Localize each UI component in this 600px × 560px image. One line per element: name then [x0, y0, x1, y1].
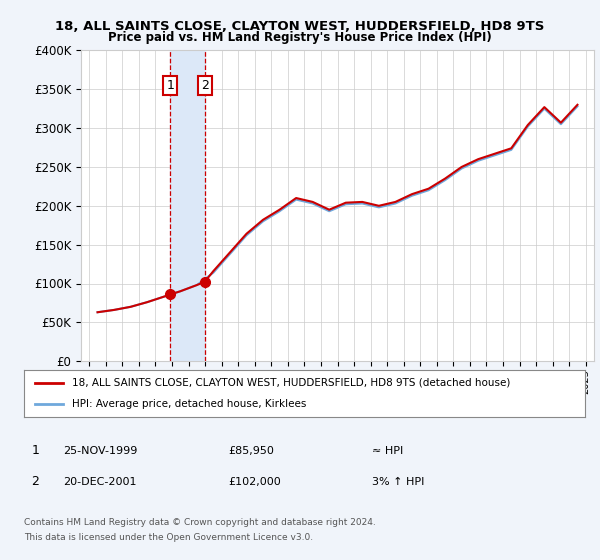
Text: This data is licensed under the Open Government Licence v3.0.: This data is licensed under the Open Gov…: [24, 533, 313, 542]
Text: 25-NOV-1999: 25-NOV-1999: [63, 446, 137, 456]
Text: Contains HM Land Registry data © Crown copyright and database right 2024.: Contains HM Land Registry data © Crown c…: [24, 518, 376, 527]
Text: £102,000: £102,000: [228, 477, 281, 487]
Text: 20-DEC-2001: 20-DEC-2001: [63, 477, 137, 487]
Text: 2: 2: [200, 79, 209, 92]
Text: 2: 2: [31, 475, 40, 488]
Text: 18, ALL SAINTS CLOSE, CLAYTON WEST, HUDDERSFIELD, HD8 9TS (detached house): 18, ALL SAINTS CLOSE, CLAYTON WEST, HUDD…: [71, 378, 510, 388]
Text: 1: 1: [166, 79, 174, 92]
Bar: [170, 50, 205, 361]
Text: 3% ↑ HPI: 3% ↑ HPI: [372, 477, 424, 487]
Text: HPI: Average price, detached house, Kirklees: HPI: Average price, detached house, Kirk…: [71, 399, 306, 409]
Text: Price paid vs. HM Land Registry's House Price Index (HPI): Price paid vs. HM Land Registry's House …: [108, 31, 492, 44]
Text: ≈ HPI: ≈ HPI: [372, 446, 403, 456]
Text: £85,950: £85,950: [228, 446, 274, 456]
Text: 1: 1: [31, 444, 40, 458]
Text: 18, ALL SAINTS CLOSE, CLAYTON WEST, HUDDERSFIELD, HD8 9TS: 18, ALL SAINTS CLOSE, CLAYTON WEST, HUDD…: [55, 20, 545, 32]
